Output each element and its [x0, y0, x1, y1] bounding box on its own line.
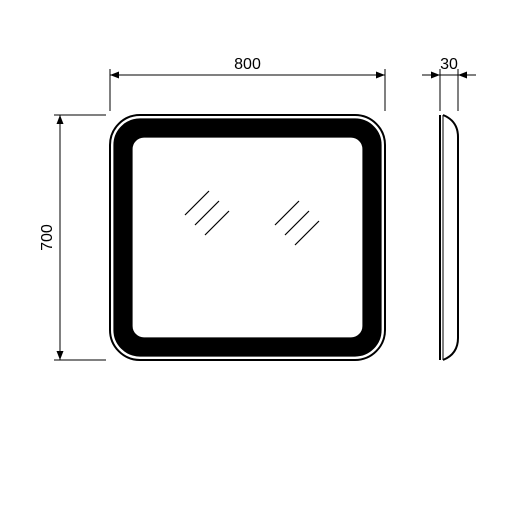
dim-arrow — [431, 72, 440, 79]
dim-label-height: 700 — [39, 224, 56, 251]
glass-hatch — [295, 221, 319, 245]
dim-arrow — [57, 115, 64, 124]
mirror-outer — [110, 115, 385, 360]
dim-arrow — [376, 72, 385, 79]
mirror-frame — [114, 119, 381, 356]
glass-hatch — [195, 201, 219, 225]
dim-arrow — [110, 72, 119, 79]
dim-arrow — [458, 72, 467, 79]
side-front-curve — [443, 115, 458, 360]
glass-hatch — [275, 201, 299, 225]
dim-arrow — [57, 351, 64, 360]
glass-hatch — [285, 211, 309, 235]
dim-label-width: 800 — [234, 56, 261, 73]
glass-hatch — [205, 211, 229, 235]
dim-label-depth: 30 — [440, 56, 458, 73]
glass-hatch — [185, 191, 209, 215]
